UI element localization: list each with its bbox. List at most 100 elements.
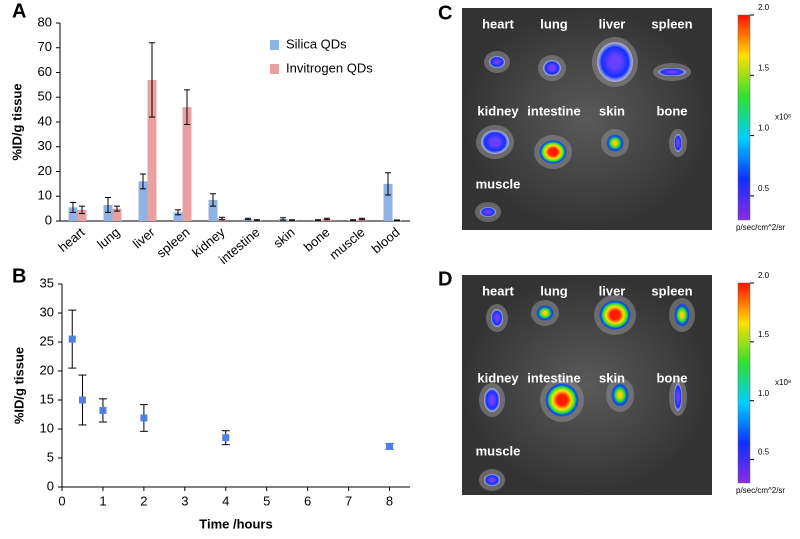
x-tick-label: 4 [222,493,229,508]
y-axis-label: %ID/g tissue [9,83,24,160]
error-bar [149,42,155,118]
y-tick-label: 40 [38,113,52,128]
panel-label: D [438,268,452,290]
colorbar-tick-label: 1.0 [758,124,770,133]
panel-label: B [12,265,26,287]
organ-label: intestine [527,103,580,118]
x-tick-label: liver [130,224,158,251]
colorbar-tick-label: 1.0 [758,389,770,398]
error-bar [219,216,225,221]
error-bar [105,196,111,213]
organ-label: intestine [527,370,580,385]
bar [138,181,148,221]
organ-label: liver [599,16,626,31]
y-tick-label: 30 [40,304,54,319]
y-tick-label: 10 [40,420,54,435]
error-bar [245,217,251,221]
error-bar [315,219,321,222]
image-background [462,8,712,230]
organ-label: kidney [477,370,519,385]
point [140,414,148,422]
signal [545,383,579,417]
y-tick-label: 35 [40,275,54,290]
bar [173,212,183,221]
bar [208,199,218,221]
x-tick-label: lung [94,224,122,251]
legend-label: Silica QDs [286,36,347,51]
x-tick-label: blood [369,224,403,256]
x-axis-label: Time /hours [199,516,272,531]
bar [103,204,113,221]
bar [147,79,157,221]
x-tick-label: 8 [386,493,393,508]
point [386,442,394,450]
signal [674,134,682,152]
y-tick-label: 20 [40,362,54,377]
organ-label: spleen [651,16,692,31]
point [78,396,86,404]
colorbar-scale: x10⁸ [775,113,791,122]
organ-label: lung [540,16,567,31]
y-tick-label: 60 [38,64,52,79]
colorbar-scale: x10⁸ [775,378,791,387]
y-tick-label: 20 [38,163,52,178]
colorbar-unit: p/sec/cm^2/sr [736,486,785,495]
y-tick-label: 15 [40,391,54,406]
x-tick-label: 7 [345,493,352,508]
y-tick-label: 70 [38,39,52,54]
y-tick-label: 80 [38,14,52,29]
signal [599,300,631,330]
error-bar [184,89,190,125]
organ-label: skin [599,370,625,385]
organ-label: spleen [651,283,692,298]
error-bar [114,205,120,212]
error-bar [289,219,295,222]
signal [489,56,505,68]
organ-label: muscle [476,443,521,458]
colorbar-tick-label: 0.5 [758,184,770,193]
organ-label: lung [540,283,567,298]
error-bar [280,217,286,221]
x-tick-label: heart [55,224,88,255]
signal [611,383,629,407]
y-tick-label: 0 [47,478,54,493]
bar [68,207,78,221]
x-tick-label: 2 [140,493,147,508]
organ-label: liver [599,283,626,298]
point [68,335,76,343]
colorbar-tick-label: 2.0 [758,3,770,12]
error-bar [359,217,365,221]
error-bar [254,219,260,222]
organ-label: muscle [476,176,521,191]
organ-label: heart [482,16,514,31]
bar [383,183,393,221]
signal [536,305,554,321]
x-tick-label: skin [270,224,297,250]
error-bar [385,172,391,196]
y-tick-label: 30 [38,138,52,153]
error-bar [140,173,146,190]
colorbar-tick-label: 2.0 [758,271,770,280]
x-tick-label: 1 [99,493,106,508]
x-tick-label: muscle [326,224,367,262]
x-tick-label: 5 [263,493,270,508]
y-axis-label: %ID/g tissue [11,347,26,424]
organ-label: heart [482,283,514,298]
point [222,434,230,442]
y-tick-label: 5 [47,449,54,464]
signal [480,207,496,217]
error-bar [70,201,76,213]
colorbar-tick-label: 0.5 [758,448,770,457]
signal [484,474,500,486]
y-tick-label: 10 [38,188,52,203]
signal [606,134,624,152]
bar [112,208,122,221]
panel-label: A [12,0,26,22]
x-tick-label: 6 [304,493,311,508]
colorbar-tick-label: 1.5 [758,63,770,72]
organ-label: bone [656,103,687,118]
colorbar [737,282,751,484]
bar [182,107,192,221]
organ-label: skin [599,103,625,118]
